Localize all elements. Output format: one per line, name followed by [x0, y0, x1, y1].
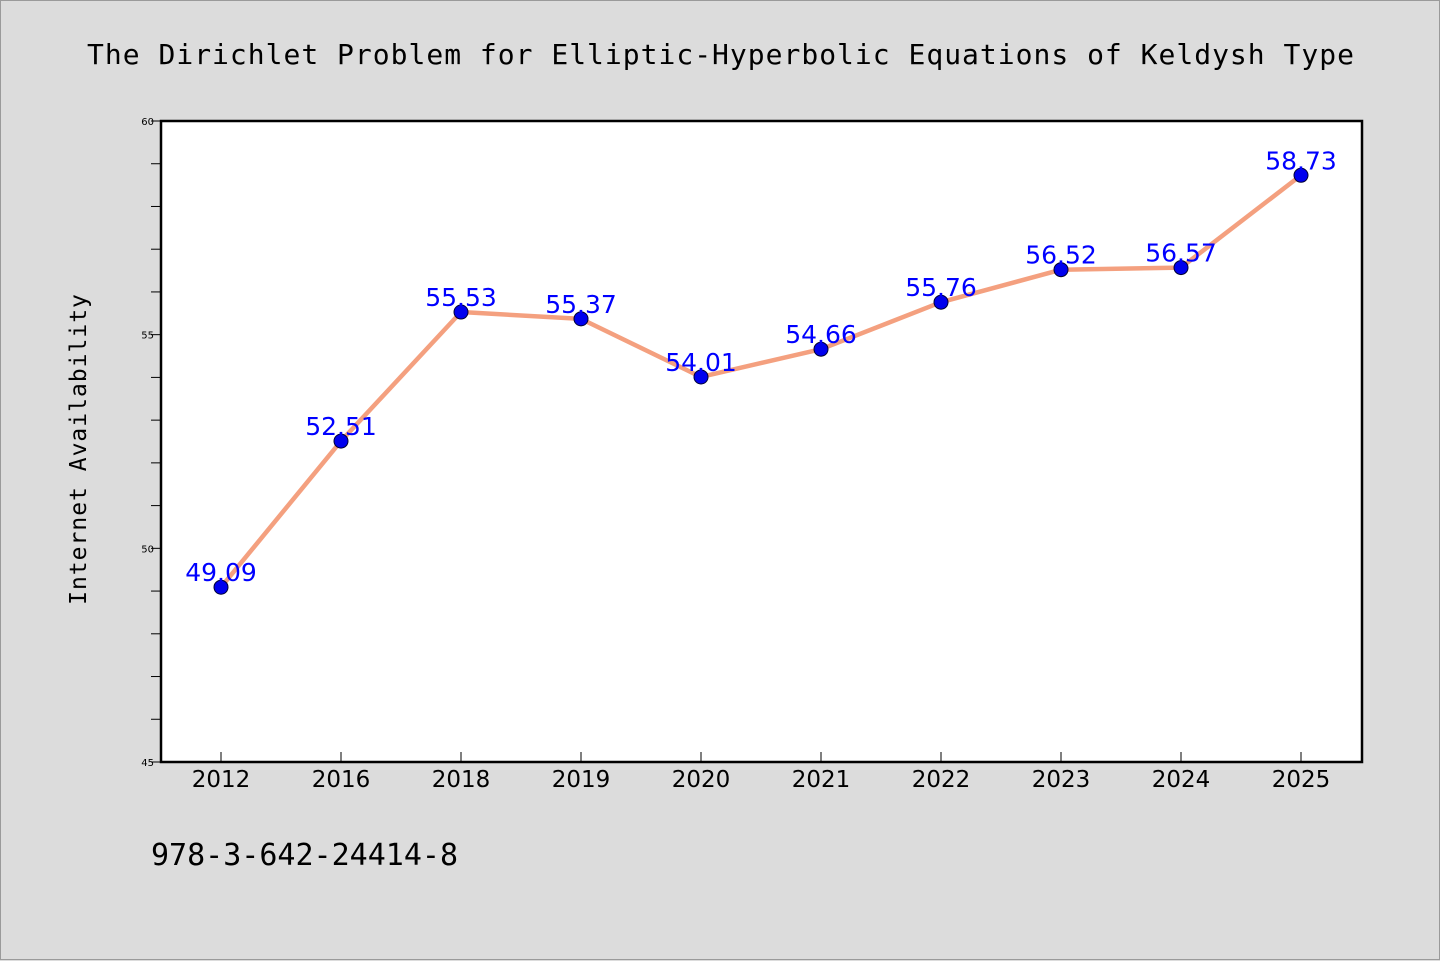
x-tick-label: 2022 [912, 767, 971, 793]
y-tick-label: 45 [141, 758, 154, 769]
data-point [693, 369, 709, 385]
data-point [453, 304, 469, 320]
x-tick-label: 2019 [552, 767, 611, 793]
x-tick-label: 2025 [1272, 767, 1331, 793]
data-point [1293, 167, 1309, 183]
data-label: 56.52 [1025, 241, 1097, 270]
data-label: 52.51 [305, 412, 377, 441]
data-point [333, 433, 349, 449]
data-point [213, 579, 229, 595]
chart-title: The Dirichlet Problem for Elliptic-Hyper… [87, 38, 1355, 71]
series-line [218, 173, 1304, 590]
data-label: 58.73 [1265, 146, 1337, 175]
footer-isbn: 978-3-642-24414-8 [151, 838, 458, 873]
x-tick-label: 2018 [432, 767, 491, 793]
data-label: 55.76 [905, 273, 977, 302]
data-label: 55.37 [545, 290, 617, 319]
data-point [573, 311, 589, 327]
x-axis: 2012 2016 2018 2019 2020 2021 2022 2023 2024 2025 [192, 752, 1331, 793]
y-axis: 45 50 55 60 [141, 117, 161, 769]
plot-area [159, 119, 1364, 764]
x-tick-label: 2012 [192, 767, 251, 793]
data-label: 55.53 [425, 283, 497, 312]
y-axis-label: Internet Availability [66, 293, 92, 605]
series-group: 49.09 52.51 55.53 55.37 54.01 54.66 55.76 56.52… [185, 146, 1337, 595]
data-label: 49.09 [185, 558, 257, 587]
y-tick-label: 55 [141, 331, 154, 342]
x-tick-label: 2021 [792, 767, 851, 793]
y-tick-label: 50 [141, 544, 154, 555]
data-label: 54.66 [785, 320, 857, 349]
x-tick-label: 2023 [1032, 767, 1091, 793]
data-point [933, 294, 949, 310]
data-label: 54.01 [665, 348, 737, 377]
x-tick-label: 2020 [672, 767, 731, 793]
data-label: 56.57 [1145, 239, 1217, 268]
data-point [1053, 262, 1069, 278]
data-point [1173, 260, 1189, 276]
y-tick-label: 60 [141, 117, 154, 128]
x-tick-label: 2016 [312, 767, 371, 793]
data-point [813, 341, 829, 357]
x-tick-label: 2024 [1152, 767, 1211, 793]
